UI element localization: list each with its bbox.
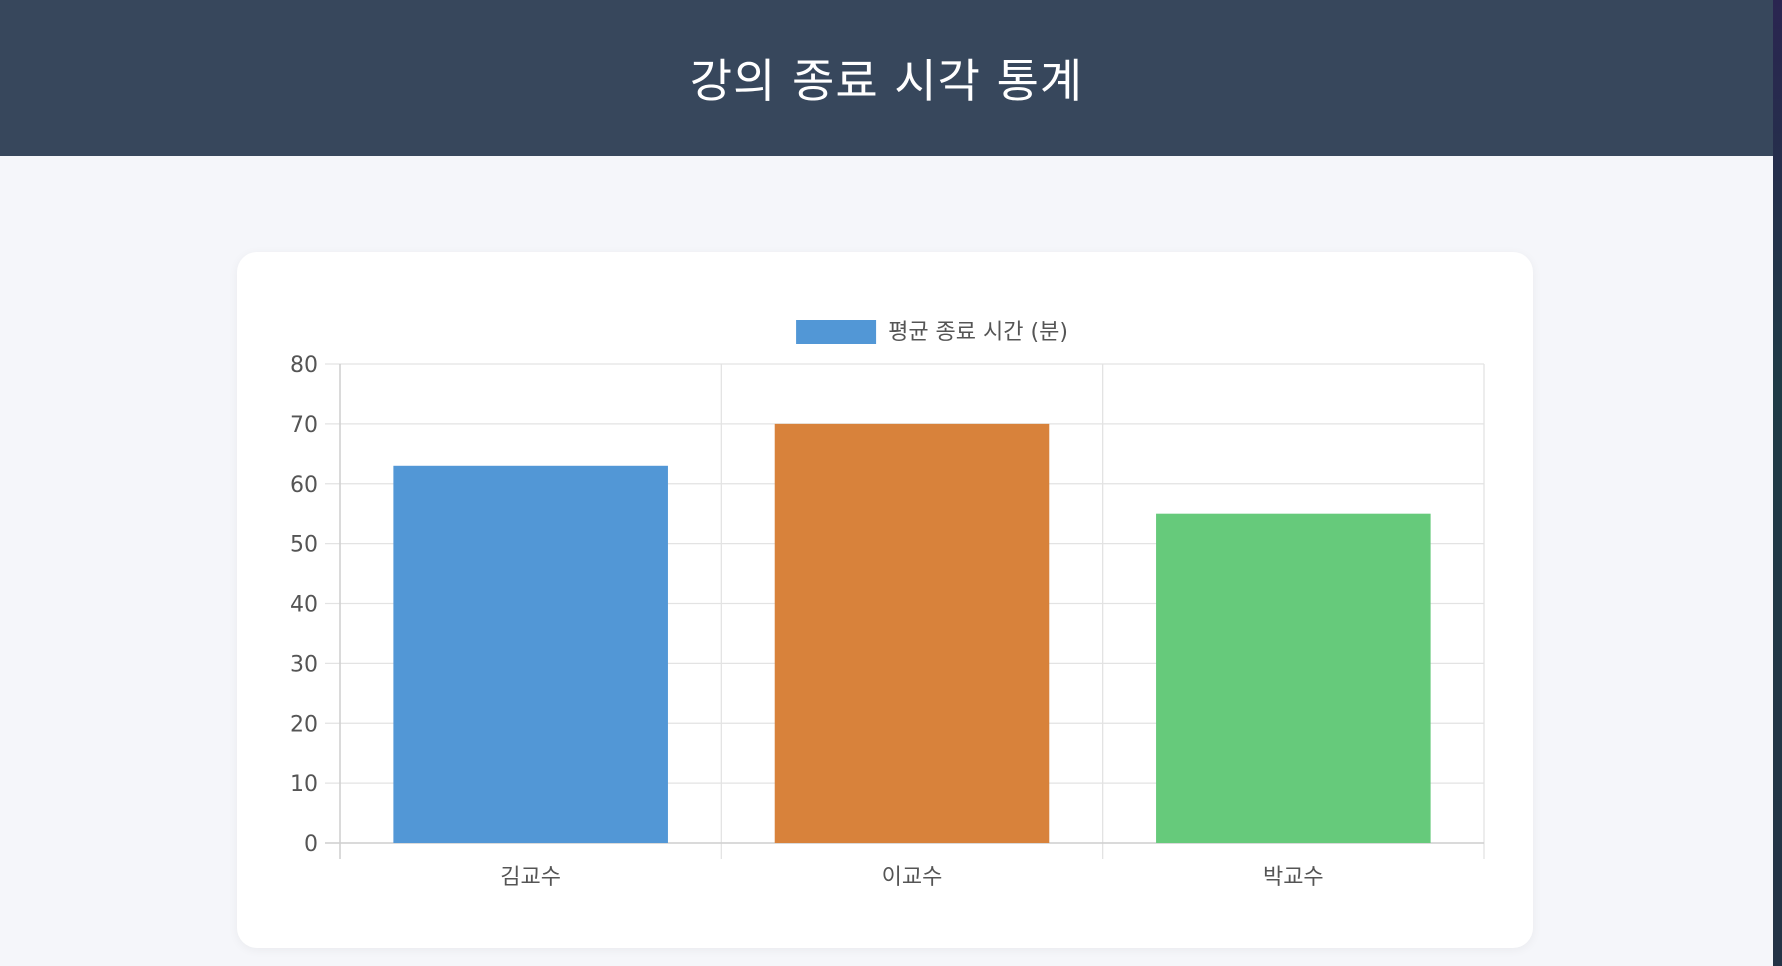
bar-1 [393, 465, 668, 843]
y-tick-label: 80 [290, 353, 318, 378]
y-tick-label: 0 [304, 832, 318, 857]
y-tick-label: 30 [290, 652, 318, 677]
x-category-label: 박교수 [1263, 865, 1324, 890]
y-tick-label: 40 [290, 593, 318, 618]
y-tick-label: 10 [290, 772, 318, 797]
page-header: 강의 종료 시각 통계 [0, 0, 1773, 156]
x-category-label: 김교수 [500, 865, 561, 890]
page-title: 강의 종료 시각 통계 [689, 54, 1084, 108]
y-tick-label: 60 [290, 473, 318, 498]
legend-label: 평균 종료 시간 (분) [888, 320, 1068, 345]
y-tick-label: 70 [290, 413, 318, 438]
legend-swatch [796, 320, 877, 344]
y-tick-label: 20 [290, 712, 318, 737]
bar-2 [774, 423, 1050, 843]
bar-3 [1156, 513, 1431, 843]
y-tick-label: 50 [290, 533, 318, 558]
x-category-label: 이교수 [882, 865, 943, 890]
window-edge [1773, 0, 1782, 966]
